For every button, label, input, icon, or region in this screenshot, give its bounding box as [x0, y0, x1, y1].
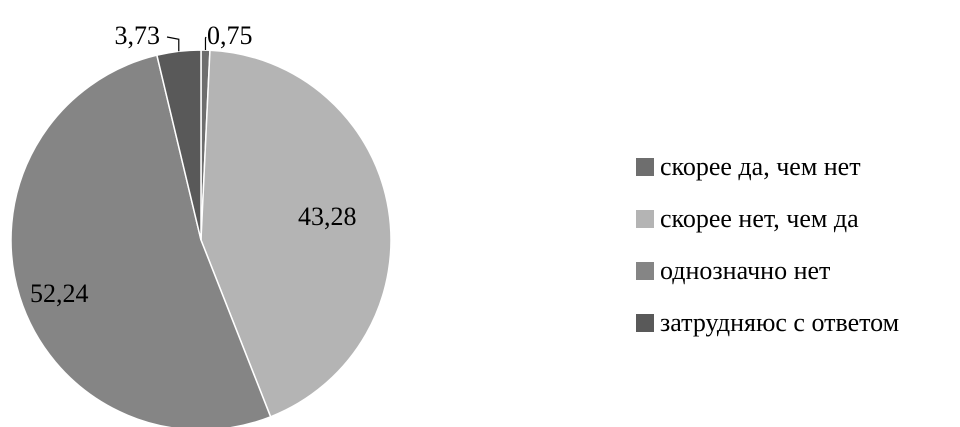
legend-item-skoree-da: скорее да, чем нет	[636, 141, 899, 193]
pie-slice-odnoznachno-net	[10, 54, 272, 427]
legend-swatch	[636, 262, 654, 280]
legend: скорее да, чем нет скорее нет, чем да од…	[636, 141, 899, 349]
data-label-skoree-net: 43,28	[298, 202, 357, 231]
data-label-odnoznachno-net: 52,24	[30, 279, 89, 308]
data-label-skoree-da: 0,75	[207, 21, 253, 50]
pie-slices	[10, 49, 392, 427]
legend-label: затрудняюс с ответом	[660, 308, 900, 337]
legend-item-zatrudnyayus: затрудняюс с ответом	[636, 297, 899, 349]
leader-line-zatrudnyayus	[166, 36, 180, 52]
legend-label: скорее нет, чем да	[660, 204, 859, 233]
pie-slice-skoree-net	[200, 49, 392, 418]
legend-swatch	[636, 158, 654, 176]
legend-item-odnoznachno-net: однозначно нет	[636, 245, 899, 297]
legend-label: скорее да, чем нет	[660, 152, 861, 181]
data-labels: 0,75 43,28 52,24 3,73	[30, 21, 357, 308]
data-label-zatrudnyayus: 3,73	[115, 21, 161, 50]
legend-swatch	[636, 314, 654, 332]
pie-slice-zatrudnyayus	[155, 49, 202, 241]
leader-line-skoree-da	[204, 36, 207, 51]
legend-label: однозначно нет	[660, 256, 831, 285]
legend-item-skoree-net: скорее нет, чем да	[636, 193, 899, 245]
leader-lines	[166, 36, 207, 52]
legend-swatch	[636, 210, 654, 228]
